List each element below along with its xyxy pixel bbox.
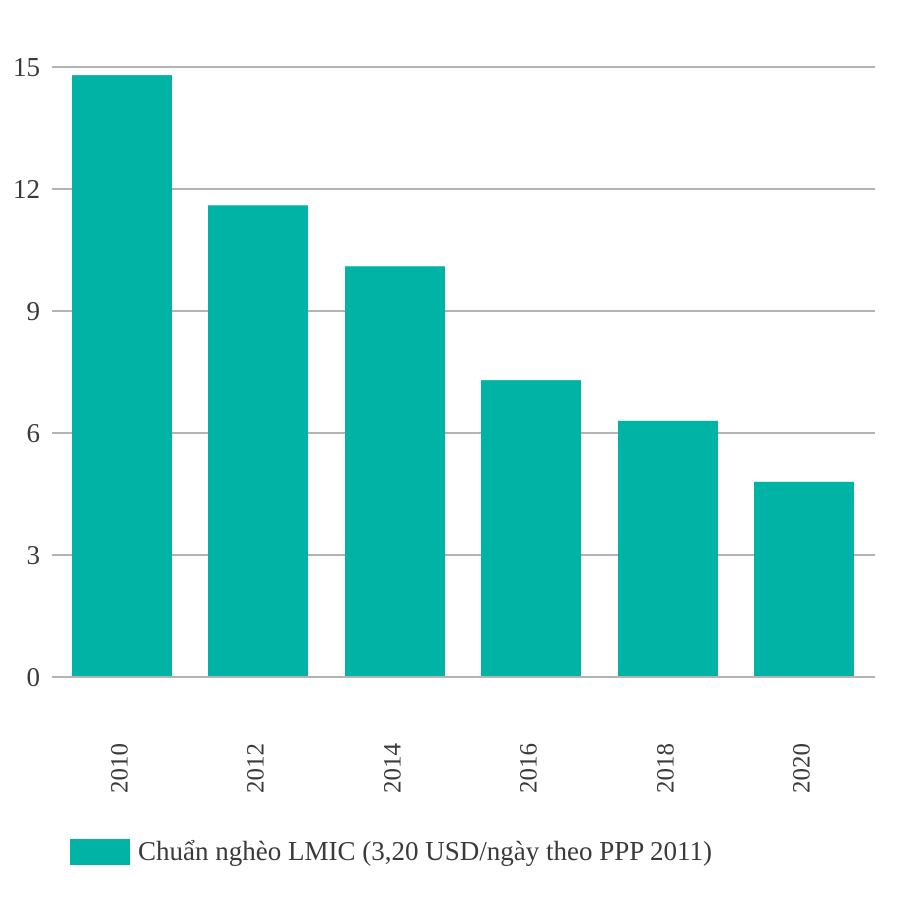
y-tick-label: 12 bbox=[13, 174, 40, 204]
x-tick-label: 2018 bbox=[653, 743, 680, 793]
bar-2012 bbox=[208, 205, 308, 677]
x-axis-ticks: 2010 2012 2014 2016 2018 2020 bbox=[107, 743, 816, 794]
gridlines bbox=[52, 66, 875, 678]
x-tick-label: 2016 bbox=[516, 743, 543, 793]
x-tick-label: 2012 bbox=[243, 743, 270, 793]
x-tick-label: 2014 bbox=[380, 743, 407, 794]
y-tick-label: 9 bbox=[27, 296, 41, 326]
x-tick-label: 2010 bbox=[107, 743, 134, 793]
legend-label: Chuẩn nghèo LMIC (3,20 USD/ngày theo PPP… bbox=[138, 836, 712, 866]
bar-2020 bbox=[754, 481, 854, 677]
y-tick-label: 3 bbox=[27, 540, 41, 570]
y-tick-label: 15 bbox=[13, 52, 40, 82]
y-tick-label: 0 bbox=[27, 662, 41, 692]
bars bbox=[52, 75, 875, 678]
bar-2016 bbox=[481, 380, 581, 677]
legend: Chuẩn nghèo LMIC (3,20 USD/ngày theo PPP… bbox=[70, 836, 712, 867]
bar-2010 bbox=[72, 75, 172, 678]
y-tick-label: 6 bbox=[27, 418, 41, 448]
legend-swatch bbox=[70, 838, 130, 865]
bar-2014 bbox=[345, 266, 445, 677]
y-axis-ticks: 0 3 6 9 12 15 bbox=[13, 52, 40, 692]
x-tick-label: 2020 bbox=[789, 743, 816, 793]
bar-2018 bbox=[618, 420, 718, 677]
